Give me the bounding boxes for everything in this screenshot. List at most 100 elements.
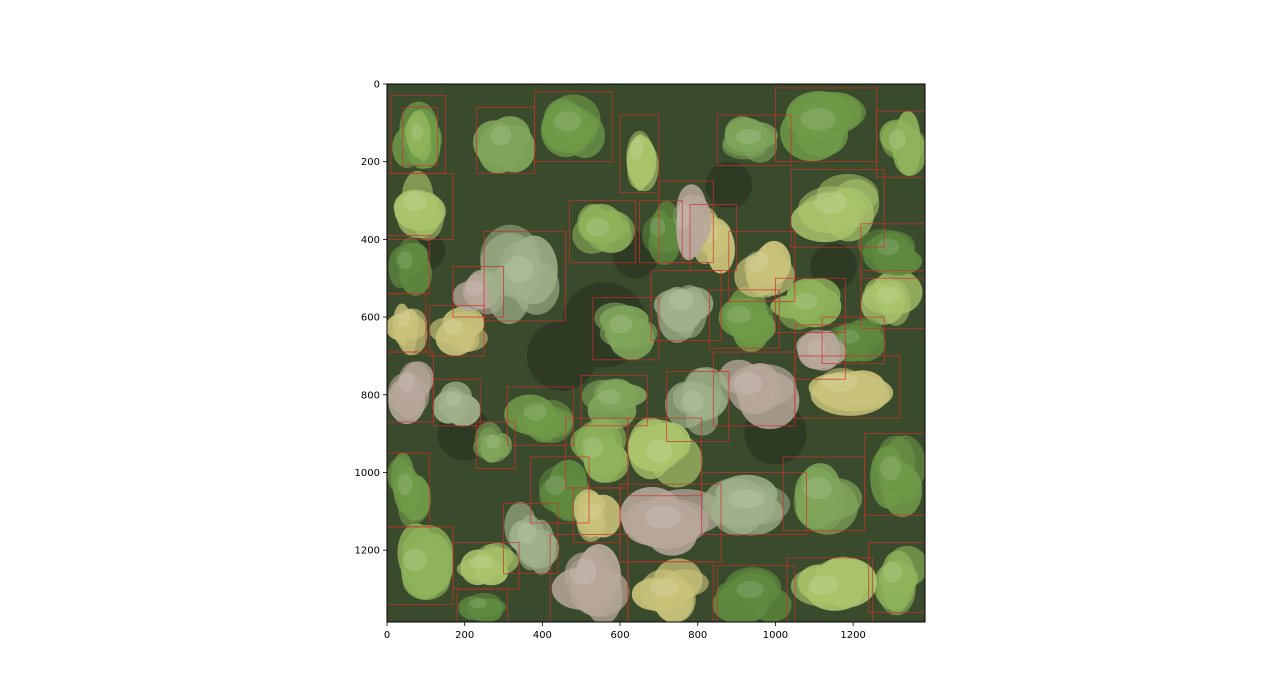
- detection-box: [790, 169, 885, 248]
- tree-crown: [703, 478, 767, 528]
- detection-box: [530, 456, 590, 524]
- detection-box: [709, 289, 780, 349]
- aerial-forest-photo: [387, 84, 925, 622]
- tree-crown: [875, 435, 916, 491]
- tree-crown: [504, 394, 556, 435]
- tree-crown: [396, 313, 428, 356]
- detection-boxes: [387, 87, 925, 622]
- tree-crown: [513, 260, 560, 315]
- tree-crown-highlight: [465, 280, 484, 296]
- detection-box: [658, 180, 714, 264]
- tree-crown-highlight: [629, 136, 644, 160]
- tree-crown-highlight: [649, 578, 680, 597]
- tree-crown: [654, 200, 679, 242]
- detection-box: [452, 266, 504, 318]
- tree-crown-highlight: [545, 475, 566, 495]
- tree-crown-highlight: [569, 558, 597, 585]
- tree-crown: [756, 240, 791, 285]
- tree-crown-highlight: [396, 309, 411, 328]
- detection-box: [701, 472, 807, 535]
- tree-crown: [790, 199, 860, 243]
- tree-crown: [895, 110, 921, 163]
- tree-crown-highlight: [586, 217, 610, 237]
- tree-crown: [676, 287, 714, 321]
- detection-box: [580, 374, 648, 427]
- tree-crown: [401, 170, 434, 224]
- y-tick-label: 200: [361, 157, 380, 168]
- tree-crown-highlight: [403, 548, 427, 572]
- tree-crown: [812, 557, 877, 598]
- tree-crown-highlight: [808, 575, 839, 595]
- tree-crown: [472, 120, 516, 165]
- tree-crown: [647, 514, 698, 556]
- detection-box: [534, 91, 613, 163]
- tree-crown: [504, 502, 537, 551]
- tree-crown-highlight: [876, 238, 900, 256]
- tree-crown-highlight: [397, 251, 413, 269]
- tree-crown: [626, 130, 654, 185]
- tree-crown: [582, 418, 627, 460]
- tree-crown-highlight: [517, 522, 537, 544]
- tree-crown-highlight: [668, 289, 694, 311]
- detection-box: [429, 305, 485, 357]
- x-tick-label: 1200: [840, 630, 865, 641]
- tree-crown-highlight: [807, 339, 826, 357]
- tree-crown-highlight: [879, 456, 901, 481]
- tree-crown: [810, 373, 890, 416]
- tree-crown-highlight: [469, 555, 493, 570]
- tree-crown: [650, 434, 703, 488]
- detection-box: [402, 106, 438, 166]
- tree-crown-highlight: [735, 128, 762, 145]
- tree-crown: [549, 459, 587, 499]
- tree-crown-highlight: [398, 371, 415, 393]
- tree-crown: [463, 279, 489, 304]
- detection-box: [503, 503, 559, 574]
- tree-crown-highlight: [486, 434, 500, 449]
- tree-crown: [543, 98, 583, 139]
- canopy-gap: [526, 320, 597, 391]
- y-axis: 0 200 400 600 800 1000 1200: [355, 80, 387, 557]
- tree-crown: [429, 317, 465, 343]
- detection-box: [619, 114, 660, 194]
- tree-crown: [475, 544, 508, 576]
- tree-crown: [593, 379, 628, 407]
- detection-box: [821, 316, 885, 365]
- tree-crown-highlight: [609, 314, 633, 334]
- detection-box: [868, 541, 925, 613]
- tree-crown-highlight: [645, 505, 681, 529]
- tree-crown-highlight: [814, 190, 847, 215]
- detection-box: [433, 378, 481, 427]
- tree-crown-highlight: [403, 191, 427, 212]
- tree-crown: [870, 230, 916, 261]
- tree-crown: [401, 242, 429, 269]
- y-tick-label: 1000: [355, 468, 380, 479]
- tree-crown-highlight: [727, 489, 765, 509]
- tree-crown: [458, 596, 489, 621]
- tree-crown: [405, 117, 425, 152]
- tree-crown-highlight: [726, 305, 752, 324]
- tree-crown-highlight: [876, 286, 900, 304]
- tree-crown-highlight: [792, 293, 818, 310]
- detection-box: [716, 114, 792, 166]
- detection-box: [507, 386, 574, 446]
- tree-crown: [393, 465, 421, 514]
- tree-crown-highlight: [443, 319, 463, 335]
- tree-crown-highlight: [803, 477, 833, 500]
- x-tick-label: 600: [611, 630, 630, 641]
- detection-box: [728, 231, 796, 302]
- detection-box: [627, 417, 703, 497]
- tree-crown-highlight: [581, 437, 603, 459]
- x-tick-label: 400: [533, 630, 552, 641]
- detection-box: [650, 270, 722, 341]
- y-tick-label: 1200: [355, 546, 380, 557]
- detection-box: [483, 231, 567, 322]
- tree-crown-highlight: [882, 561, 903, 583]
- tree-crown-highlight: [650, 217, 666, 237]
- tree-crown-highlight: [682, 390, 704, 412]
- detection-box: [387, 172, 454, 240]
- tree-crown: [585, 209, 635, 253]
- tree-crown: [570, 567, 630, 617]
- canopy-gap: [705, 161, 753, 209]
- detection-box: [716, 565, 796, 622]
- detection-box: [666, 371, 730, 442]
